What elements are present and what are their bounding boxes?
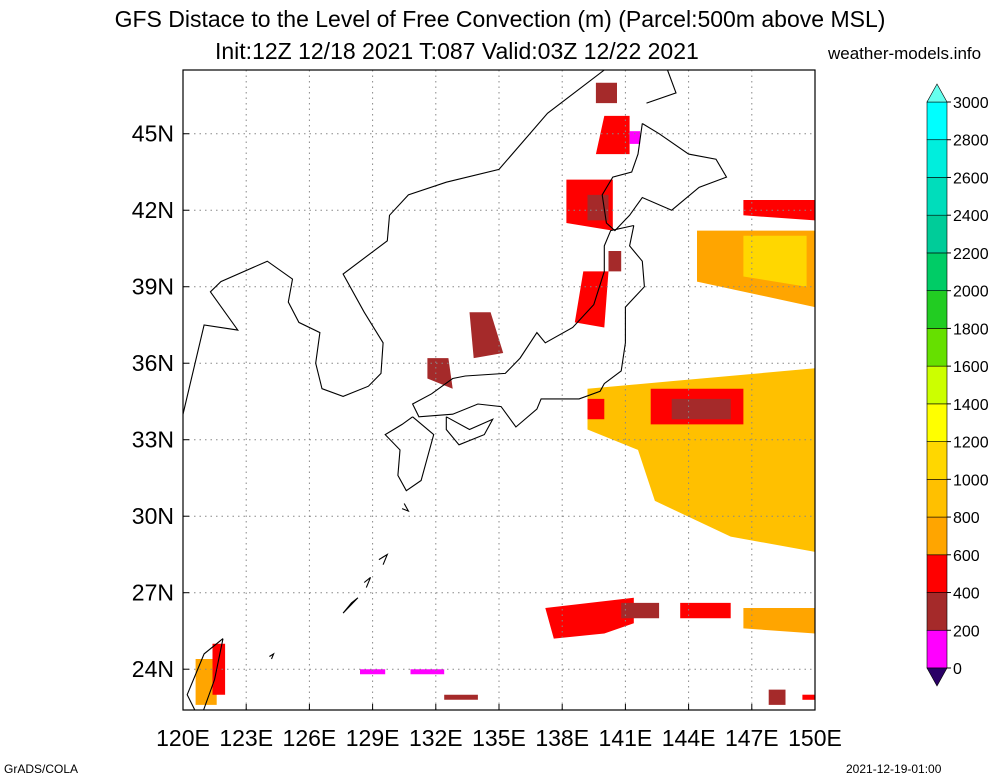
colorbar-label-1800: 1800 xyxy=(953,321,989,338)
colorbar-label-1200: 1200 xyxy=(953,435,989,452)
colorbar-label-2600: 2600 xyxy=(953,170,989,187)
map-subtitle: Init:12Z 12/18 2021 T:087 Valid:03Z 12/2… xyxy=(215,38,699,64)
lon-label-138E: 138E xyxy=(535,725,589,751)
field-e-42n-red xyxy=(743,200,815,221)
colorbar-label-2200: 2200 xyxy=(953,246,989,263)
colorbar-swatch-2600 xyxy=(926,139,948,178)
colorbar-label-800: 800 xyxy=(953,510,980,527)
field-japan-sea-brown xyxy=(469,312,504,359)
colorbar-swatch-400 xyxy=(926,554,948,593)
field-e-34n-brown xyxy=(671,398,731,420)
lat-label-30N: 30N xyxy=(132,503,174,529)
coastline-3 xyxy=(384,416,435,492)
colorbar: 0 200 400 600 800 1000 1200 1400 1600 1800 2000 220… xyxy=(926,83,989,687)
coastline-9 xyxy=(269,652,275,660)
lat-label-45N: 45N xyxy=(132,121,174,147)
colorbar-label-1400: 1400 xyxy=(953,397,989,414)
colorbar-swatch-0 xyxy=(926,629,948,669)
coastline-11 xyxy=(401,503,410,513)
colorbar-swatch-2000 xyxy=(926,252,948,291)
colorbar-label-2400: 2400 xyxy=(953,208,989,225)
latitude-labels: 45N 42N 39N 36N 33N 30N 27N 24N xyxy=(132,121,189,682)
field-e-35n-yellow xyxy=(587,368,815,552)
lon-label-123E: 123E xyxy=(219,725,273,751)
coastline-0 xyxy=(183,70,605,415)
coastline-4 xyxy=(445,416,494,446)
colorbar-label-400: 400 xyxy=(953,586,980,603)
map-title: GFS Distace to the Level of Free Convect… xyxy=(114,6,886,32)
longitude-labels: 120E 123E 126E 129E 132E 135E 138E 141E 144E 147E… xyxy=(156,704,842,751)
coastline-layer xyxy=(183,70,728,710)
colorbar-swatch-2800 xyxy=(926,101,948,141)
colorbar-label-200: 200 xyxy=(953,623,980,640)
site-label: weather-models.info xyxy=(828,44,982,63)
colorbar-label-3000: 3000 xyxy=(953,95,989,112)
graticule xyxy=(183,70,815,710)
lon-label-141E: 141E xyxy=(599,725,653,751)
field-s-23n-brown xyxy=(444,694,478,700)
field-e-40n-yellow xyxy=(743,235,807,287)
colorbar-label-1600: 1600 xyxy=(953,359,989,376)
lon-label-120E: 120E xyxy=(156,725,210,751)
colorbar-under-arrow xyxy=(926,667,948,687)
field-s-26n-orange xyxy=(743,608,815,634)
lon-label-126E: 126E xyxy=(283,725,337,751)
coastline-8 xyxy=(378,553,389,565)
colorbar-over-arrow xyxy=(926,83,948,103)
field-s-26n-red-e xyxy=(680,602,731,619)
field-ryukyu-magenta-2 xyxy=(410,669,445,675)
colorbar-swatch-2400 xyxy=(926,177,948,216)
field-ryukyu-magenta xyxy=(360,669,386,675)
lon-label-129E: 129E xyxy=(346,725,400,751)
coastline-1 xyxy=(601,123,728,232)
footer-timestamp: 2021-12-19-01:00 xyxy=(846,762,942,776)
colorbar-label-600: 600 xyxy=(953,548,980,565)
coastline-5 xyxy=(646,70,677,104)
colorbar-label-0: 0 xyxy=(953,661,962,678)
lat-label-27N: 27N xyxy=(132,580,174,606)
coastline-7 xyxy=(342,597,359,614)
field-s-26n-brown xyxy=(621,602,660,619)
field-e-34n-red-w xyxy=(587,398,605,420)
lat-label-36N: 36N xyxy=(132,350,174,376)
field-japan-sea-brown-2 xyxy=(427,358,453,389)
colorbar-swatch-600 xyxy=(926,516,948,556)
footer-grads: GrADS/COLA xyxy=(4,762,79,776)
field-se-red xyxy=(802,694,815,700)
colorbar-swatch-1000 xyxy=(926,441,948,480)
lon-label-144E: 144E xyxy=(662,725,716,751)
lfc-field-layer xyxy=(195,82,815,705)
field-taiwan-red xyxy=(212,643,226,695)
coastline-6 xyxy=(186,638,224,710)
coastline-2 xyxy=(411,224,645,428)
field-n-japan-sea-brown xyxy=(595,82,617,104)
lon-label-147E: 147E xyxy=(725,725,779,751)
colorbar-swatch-1200 xyxy=(926,403,948,442)
colorbar-label-1000: 1000 xyxy=(953,472,989,489)
colorbar-label-2000: 2000 xyxy=(953,284,989,301)
lat-label-42N: 42N xyxy=(132,197,174,223)
field-sakhalin-red xyxy=(595,115,630,155)
lat-label-24N: 24N xyxy=(132,656,174,682)
colorbar-swatch-1600 xyxy=(926,328,948,367)
field-taiwan-orange xyxy=(195,659,217,705)
colorbar-swatch-1800 xyxy=(926,290,948,329)
colorbar-swatch-200 xyxy=(926,592,948,631)
colorbar-swatch-1400 xyxy=(926,365,948,405)
field-se-brown xyxy=(768,689,786,705)
colorbar-swatch-800 xyxy=(926,479,948,518)
field-tohoku-brown xyxy=(608,251,622,272)
lat-label-33N: 33N xyxy=(132,427,174,453)
field-sakhalin-magenta xyxy=(629,131,641,144)
lat-label-39N: 39N xyxy=(132,274,174,300)
colorbar-swatch-2200 xyxy=(926,214,948,254)
field-s-26n-red xyxy=(545,597,634,639)
coastline-10 xyxy=(363,576,372,588)
colorbar-label-2800: 2800 xyxy=(953,133,989,150)
lon-label-132E: 132E xyxy=(409,725,463,751)
lon-label-135E: 135E xyxy=(472,725,526,751)
lon-label-150E: 150E xyxy=(788,725,842,751)
